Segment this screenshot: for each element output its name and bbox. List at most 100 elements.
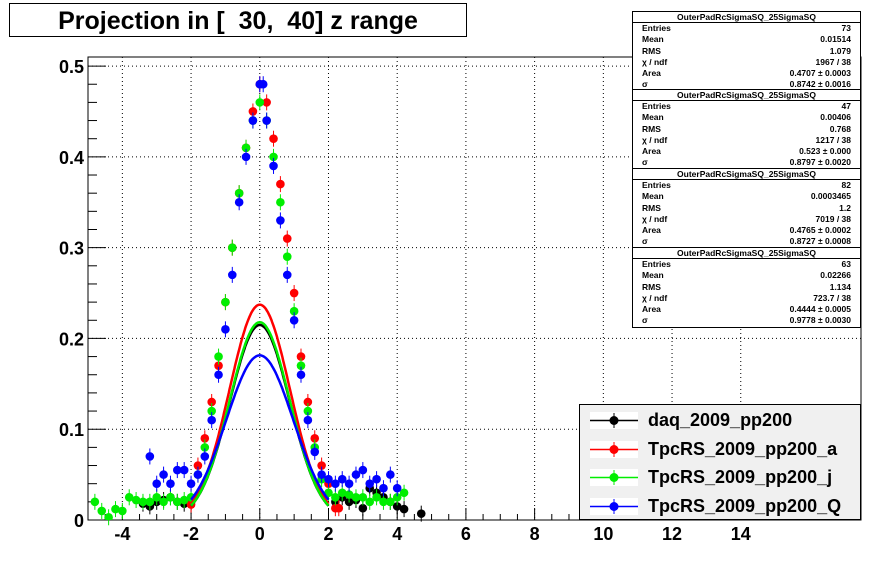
legend-label: TpcRS_2009_pp200_Q (648, 495, 842, 516)
data-point (365, 479, 375, 488)
data-point (296, 370, 306, 380)
data-point (200, 452, 210, 461)
data-point (269, 134, 278, 144)
legend-marker (590, 440, 638, 458)
stat-row: Mean 0.01514 (633, 34, 860, 45)
stat-row: RMS 1.2 (633, 203, 860, 214)
data-point (331, 493, 340, 502)
data-point (200, 433, 210, 443)
stat-label: σ (642, 236, 648, 247)
stat-label: Mean (642, 112, 664, 123)
data-point (152, 479, 162, 488)
stat-label: σ (642, 157, 648, 168)
data-point (159, 470, 168, 479)
data-point (207, 397, 216, 407)
data-point (258, 79, 268, 89)
data-point (269, 161, 278, 171)
data-point (214, 352, 223, 361)
data-point (358, 493, 368, 502)
data-point (104, 512, 113, 520)
stat-value: 47 (841, 101, 851, 111)
data-point (358, 503, 368, 513)
stat-value: 82 (841, 180, 851, 190)
data-point (334, 503, 344, 513)
data-point (111, 504, 120, 514)
data-point (159, 497, 168, 507)
data-point (351, 470, 361, 479)
stat-value: 0.768 (829, 123, 851, 134)
x-tick-label: 4 (392, 524, 402, 544)
legend-label: TpcRS_2009_pp200_a (648, 438, 838, 459)
stat-label: RMS (642, 123, 661, 134)
y-tick-label: 0.5 (59, 57, 84, 77)
data-point (269, 152, 278, 162)
data-point (365, 497, 375, 507)
stat-label: RMS (642, 281, 661, 292)
stat-row: σ 0.9778 ± 0.0030 (633, 315, 860, 326)
data-point (379, 497, 388, 507)
stat-box: OuterPadRcSigmaSQ_25SigmaSQ Entries 47 Mean… (632, 89, 861, 170)
data-point (145, 452, 155, 461)
data-point (386, 497, 395, 507)
data-point (241, 152, 251, 162)
data-point (303, 415, 313, 425)
x-tick-label: -2 (183, 524, 199, 544)
data-point (303, 397, 313, 407)
stat-value: 0.8727 ± 0.0008 (789, 236, 851, 247)
stat-label: RMS (642, 45, 661, 56)
data-point (221, 297, 230, 307)
data-point (289, 288, 299, 298)
stat-row: σ 0.8742 ± 0.0016 (633, 79, 860, 90)
stat-label: Mean (642, 34, 664, 45)
legend-marker (590, 412, 638, 429)
stat-value: 1.134 (829, 281, 851, 292)
data-point (399, 488, 409, 498)
data-point (173, 465, 182, 475)
data-point (227, 243, 237, 252)
stat-value: 1967 / 38 (815, 56, 851, 67)
data-point (351, 493, 361, 502)
data-point (173, 497, 182, 507)
x-tick-label: 10 (593, 524, 613, 544)
data-point (118, 506, 127, 516)
data-point (262, 98, 271, 107)
stat-label: Mean (642, 191, 664, 202)
x-tick-label: 6 (461, 524, 471, 544)
stat-label: σ (642, 315, 648, 326)
stat-value: 7019 / 38 (815, 213, 851, 224)
stat-value: 0.8797 ± 0.0020 (789, 157, 851, 168)
data-point (207, 406, 216, 416)
stat-row: Area 0.4765 ± 0.0002 (633, 225, 860, 236)
legend-entry: daq_2009_pp200 (580, 406, 860, 435)
stat-row: Entries 47 (633, 101, 860, 112)
stat-row: Mean 0.0003465 (633, 191, 860, 202)
stat-value: 1.2 (839, 202, 851, 213)
data-point (248, 116, 258, 125)
stat-value: 1.079 (829, 45, 851, 56)
stat-label: Entries (642, 259, 671, 269)
stat-box: OuterPadRcSigmaSQ_25SigmaSQ Entries 73 Mean… (632, 11, 861, 92)
data-point (317, 461, 326, 470)
data-point (234, 197, 244, 207)
data-point (179, 465, 189, 475)
data-point (379, 483, 388, 493)
data-point (282, 234, 292, 243)
stat-value: 1217 / 38 (815, 134, 851, 145)
stat-row: Area 0.4707 ± 0.0003 (633, 68, 860, 79)
stat-value: 0.4444 ± 0.0005 (789, 304, 851, 315)
stat-row: RMS 1.134 (633, 282, 860, 293)
stat-label: χ / ndf (642, 56, 668, 67)
stat-row: RMS 0.768 (633, 124, 860, 135)
data-point (255, 98, 265, 107)
y-tick-label: 0.4 (59, 148, 84, 168)
stat-row: Area 0.523 ± 0.000 (633, 146, 860, 157)
stat-row: σ 0.8727 ± 0.0008 (633, 236, 860, 247)
data-point (416, 509, 426, 518)
y-tick-label: 0.3 (59, 239, 84, 259)
legend-label: TpcRS_2009_pp200_j (648, 467, 833, 487)
data-point (296, 361, 306, 370)
stat-value: 0.4765 ± 0.0002 (789, 225, 851, 236)
legend-marker (590, 469, 638, 486)
legend-label: daq_2009_pp200 (648, 410, 793, 430)
data-point (207, 415, 216, 425)
